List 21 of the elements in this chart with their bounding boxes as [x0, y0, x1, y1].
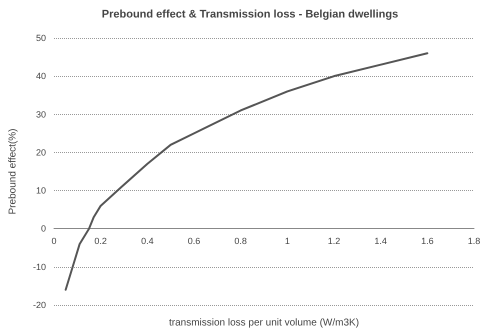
- x-tick-label: 1.2: [328, 236, 340, 246]
- x-tick-label: 1.8: [468, 236, 480, 246]
- y-tick-label: 10: [36, 186, 46, 196]
- x-axis-title: transmission loss per unit volume (W/m3K): [168, 318, 360, 328]
- x-tick-label: 0: [51, 236, 57, 246]
- y-tick-label: -20: [32, 300, 46, 310]
- x-tick-label: 1.6: [421, 236, 434, 246]
- x-tick-label: 0.4: [141, 236, 154, 246]
- y-tick-label: 0: [40, 224, 46, 234]
- x-tick-label: 0.6: [188, 236, 200, 246]
- chart-title: Prebound effect & Transmission loss - Belgian dwellings: [102, 8, 398, 20]
- y-tick-label: -10: [32, 262, 46, 272]
- y-tick-label: 20: [36, 147, 46, 158]
- y-tick-label: 30: [36, 109, 46, 120]
- x-tick-label: 1.4: [374, 236, 387, 246]
- x-tick-label: 0.2: [94, 236, 107, 246]
- x-tick-label: 0.8: [234, 236, 247, 246]
- y-axis-title: Prebound effect(%): [8, 128, 18, 214]
- y-tick-label: 40: [36, 71, 46, 82]
- x-tick-label: 1: [284, 236, 290, 246]
- y-tick-label: 50: [36, 33, 46, 43]
